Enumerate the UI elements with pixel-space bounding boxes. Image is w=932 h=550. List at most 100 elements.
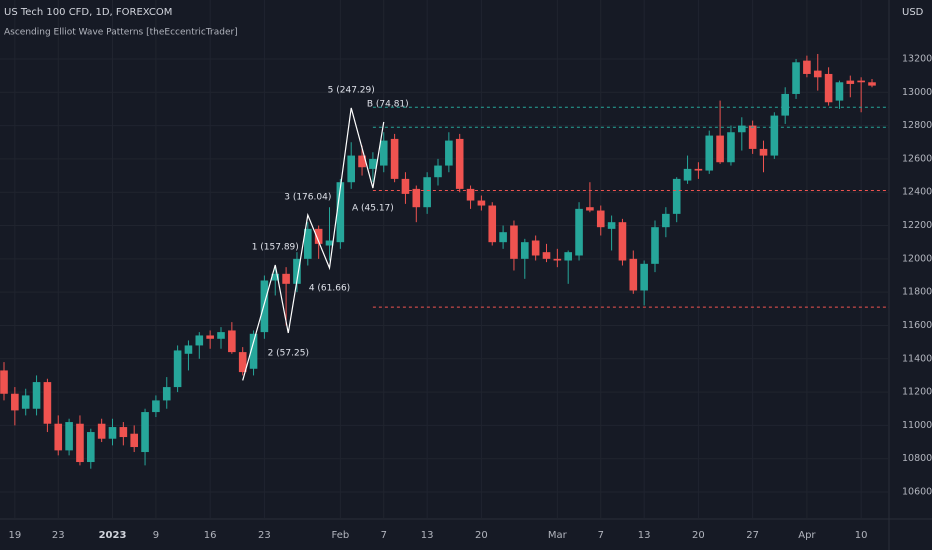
candle-body xyxy=(43,382,52,424)
x-tick-label: Feb xyxy=(331,530,349,541)
y-tick-label: 10800.0 xyxy=(902,453,932,464)
candle-body xyxy=(314,228,323,244)
candle-body xyxy=(705,135,714,171)
wave-label: 2 (57.25) xyxy=(268,348,309,358)
wave-label: B (74.81) xyxy=(367,99,409,109)
candle-body xyxy=(835,82,844,101)
candle-body xyxy=(11,393,19,411)
candle-body xyxy=(824,73,833,103)
candle-body xyxy=(640,263,648,291)
y-tick-label: 10600.0 xyxy=(902,487,932,498)
candle-body xyxy=(162,387,171,401)
candle-body xyxy=(792,62,800,94)
wave-line xyxy=(242,107,385,381)
candle-body xyxy=(32,382,41,409)
candle-body xyxy=(325,240,334,246)
candle-body xyxy=(336,182,345,243)
candle-body xyxy=(499,232,507,243)
candle-body xyxy=(217,332,225,339)
x-tick-label: 23 xyxy=(258,530,271,541)
candle-body xyxy=(238,352,247,373)
candle-body xyxy=(607,222,616,229)
candle-body xyxy=(651,227,659,264)
candle-body xyxy=(813,70,822,78)
wave-label: 5 (247.29) xyxy=(328,85,375,95)
wave-label: 4 (61.66) xyxy=(309,283,350,293)
y-tick-label: 12800.0 xyxy=(902,120,932,131)
x-tick-label: 2023 xyxy=(99,530,127,541)
candle-body xyxy=(379,140,388,166)
candle-body xyxy=(683,168,692,181)
candle-body xyxy=(173,350,182,388)
candle-body xyxy=(455,138,464,189)
candle-body xyxy=(542,252,551,259)
candle-body xyxy=(716,135,724,163)
candle-body xyxy=(759,148,768,156)
candle-body xyxy=(195,335,204,346)
x-tick-label: 13 xyxy=(638,530,651,541)
candle-body xyxy=(738,125,746,133)
candle-body xyxy=(271,273,280,281)
candle-body xyxy=(521,242,529,259)
currency: USD xyxy=(902,7,924,18)
candle-body xyxy=(868,82,876,86)
x-tick-label: 20 xyxy=(475,530,488,541)
x-tick-label: Apr xyxy=(798,530,816,541)
candle-body xyxy=(304,228,312,259)
candle-body xyxy=(401,178,410,194)
candle-body xyxy=(76,423,84,463)
y-tick-label: 12400.0 xyxy=(902,187,932,198)
candle-body xyxy=(228,330,236,353)
candle-body xyxy=(152,400,160,413)
candle-body xyxy=(260,280,269,333)
candle-body xyxy=(846,80,855,84)
candle-body xyxy=(282,273,290,284)
candle-body xyxy=(727,132,735,163)
candle-body xyxy=(531,240,540,256)
y-tick-label: 11600.0 xyxy=(902,320,932,331)
candle-body xyxy=(249,333,258,369)
x-tick-label: 23 xyxy=(52,530,65,541)
candle-body xyxy=(54,423,63,451)
y-tick-label: 13000.0 xyxy=(902,87,932,98)
candle-body xyxy=(477,200,486,206)
symbol-title: US Tech 100 CFD, 1D, FOREXCOM xyxy=(4,7,172,18)
candle-body xyxy=(87,432,95,463)
x-tick-label: 7 xyxy=(598,530,604,541)
candle-body xyxy=(184,345,193,354)
candle-body xyxy=(21,395,30,409)
wave-label: 3 (176.04) xyxy=(284,193,331,203)
candle-body xyxy=(596,210,605,228)
candle-body xyxy=(119,427,128,438)
x-tick-label: 10 xyxy=(855,530,868,541)
candle-body xyxy=(770,115,779,156)
candle-body xyxy=(575,208,583,256)
candle-body xyxy=(130,433,138,448)
indicator-name: Ascending Elliot Wave Patterns [theEccen… xyxy=(4,28,238,38)
candle-body xyxy=(206,335,214,339)
candle-body xyxy=(488,205,497,243)
candle-body xyxy=(629,258,638,291)
y-tick-label: 12200.0 xyxy=(902,220,932,231)
candle-body xyxy=(553,258,562,261)
candle-body xyxy=(466,188,475,201)
candle-body xyxy=(748,125,757,149)
candle-body xyxy=(510,225,518,259)
candle-body xyxy=(390,138,399,179)
candle-body xyxy=(423,177,431,208)
candle-body xyxy=(97,423,106,439)
candle-body xyxy=(0,370,8,394)
candle-body xyxy=(347,155,355,183)
candle-body xyxy=(618,222,627,261)
y-tick-label: 11400.0 xyxy=(902,353,932,364)
candle-body xyxy=(434,165,442,178)
x-tick-label: Mar xyxy=(548,530,568,541)
candle-body xyxy=(369,158,377,169)
candle-body xyxy=(412,188,421,208)
x-tick-label: 13 xyxy=(421,530,434,541)
candle-body xyxy=(781,93,789,116)
x-tick-label: 20 xyxy=(692,530,705,541)
x-tick-label: 16 xyxy=(204,530,217,541)
